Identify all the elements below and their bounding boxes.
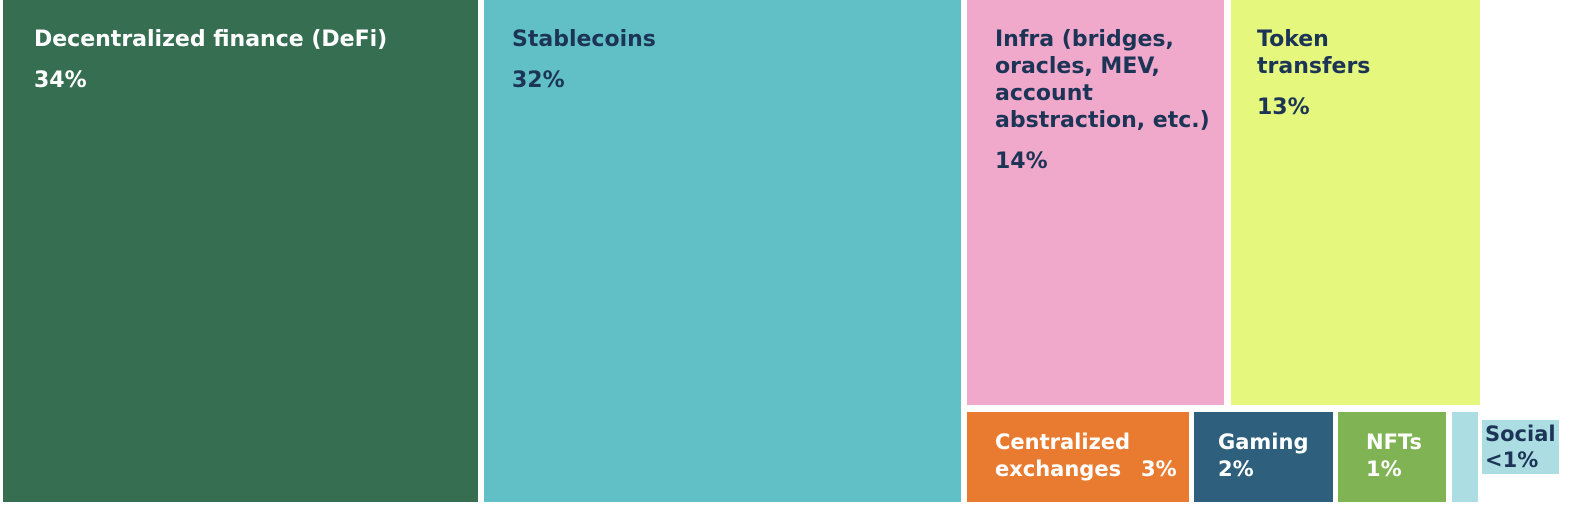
tile-social — [1452, 412, 1478, 502]
tile-value: <1% — [1485, 448, 1539, 472]
tile-centralized-exchanges: Centralized exchanges 3% — [967, 412, 1189, 502]
social-label-box: Social <1% — [1482, 420, 1559, 474]
tile-label: Gaming — [1218, 430, 1309, 454]
tile-value: 1% — [1366, 457, 1402, 481]
tile-value: 13% — [1257, 95, 1310, 120]
tile-value: 34% — [34, 68, 87, 93]
tile-token-transfers: Token transfers 13% — [1231, 0, 1480, 405]
tile-label: Infra (bridges, oracles, MEV, account ab… — [995, 27, 1210, 133]
tile-defi: Decentralized finance (DeFi) 34% — [3, 0, 478, 502]
tile-infra: Infra (bridges, oracles, MEV, account ab… — [967, 0, 1224, 405]
tile-label: Centralized exchanges — [995, 430, 1131, 481]
tile-value: 3% — [1141, 457, 1177, 481]
tile-label: Decentralized finance (DeFi) — [34, 27, 388, 52]
tile-value: 32% — [512, 68, 565, 93]
tile-value: 2% — [1218, 457, 1254, 481]
tile-label: Social — [1485, 422, 1556, 446]
tile-gaming: Gaming 2% — [1194, 412, 1333, 502]
tile-value: 14% — [995, 149, 1048, 174]
tile-nfts: NFTs 1% — [1338, 412, 1446, 502]
tile-label: NFTs — [1366, 430, 1422, 454]
tile-label: Stablecoins — [512, 27, 656, 52]
tile-stablecoins: Stablecoins 32% — [484, 0, 961, 502]
tile-label: Token transfers — [1257, 27, 1371, 79]
